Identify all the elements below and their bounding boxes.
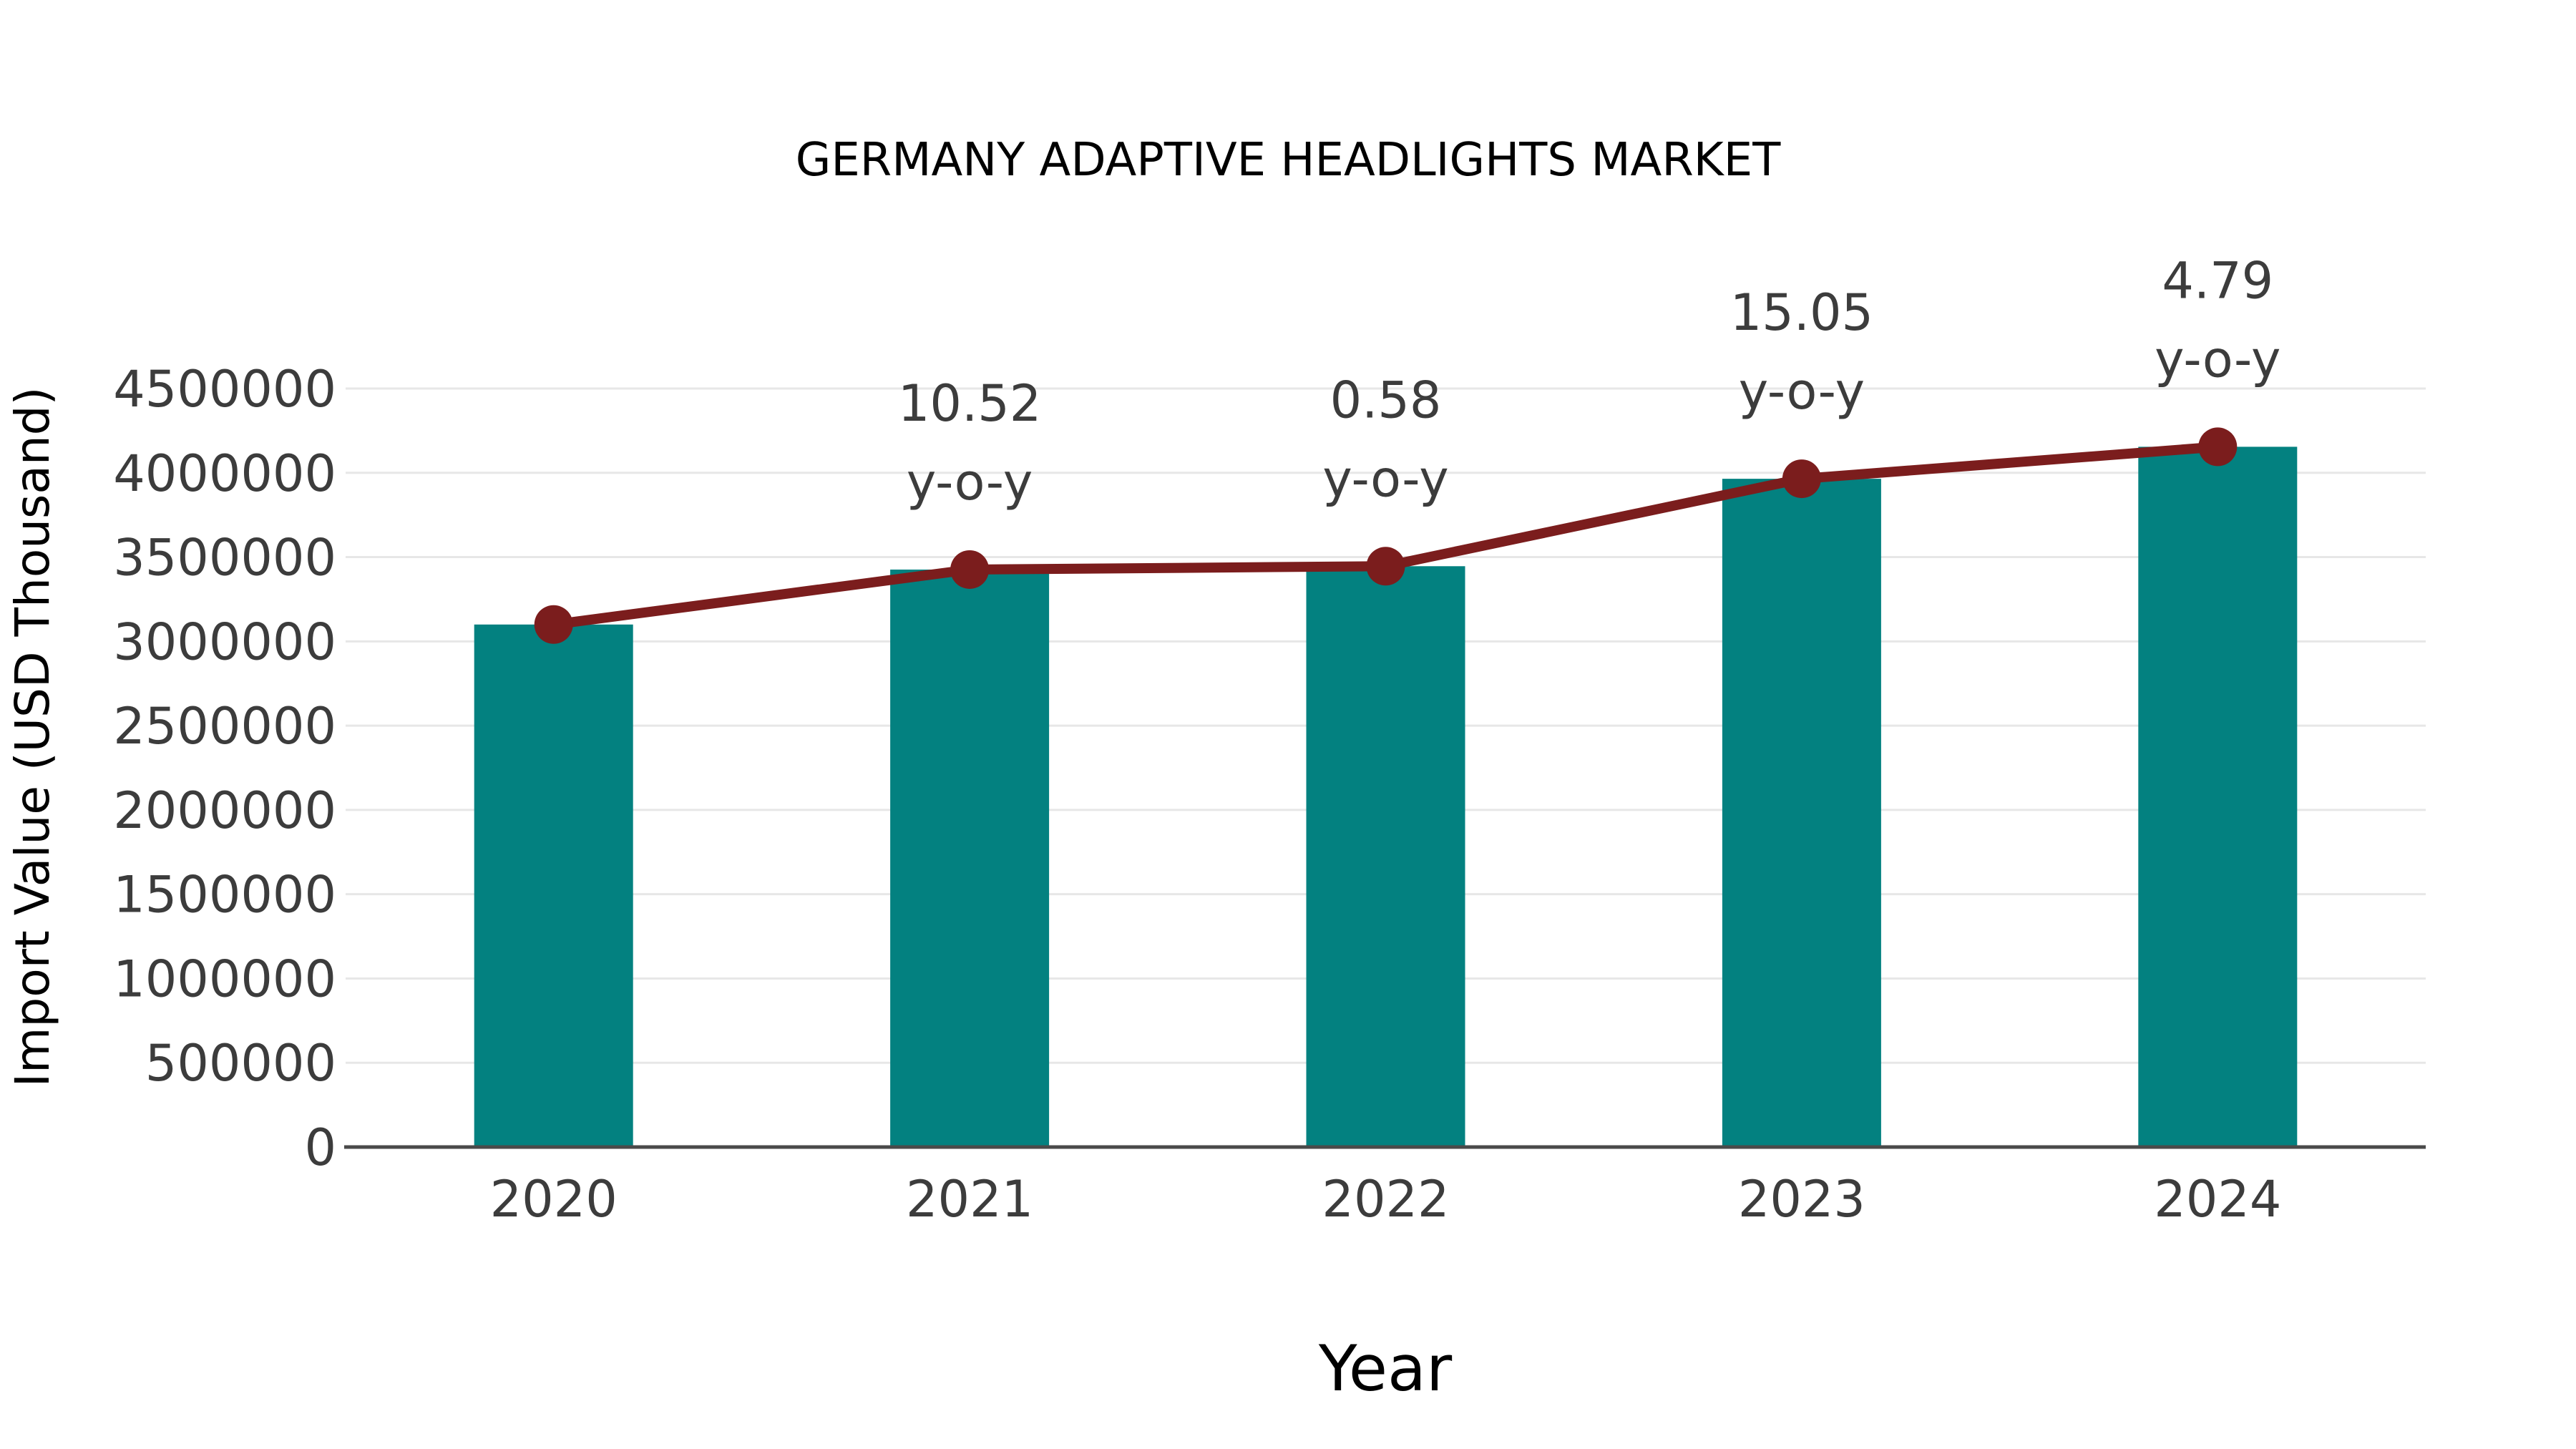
- y-tick-label: 2000000: [113, 781, 336, 840]
- annotation-label-2023: y-o-y: [1739, 362, 1865, 421]
- trend-marker-2024: [2198, 427, 2238, 467]
- y-tick-label: 500000: [145, 1034, 336, 1093]
- y-tick-label: 3000000: [113, 613, 336, 671]
- annotation-label-2024: y-o-y: [2155, 330, 2280, 389]
- x-tick-label: 2020: [490, 1170, 618, 1229]
- trend-marker-2020: [534, 605, 573, 644]
- trend-marker-2021: [950, 550, 990, 589]
- annotation-value-2021: 10.52: [898, 374, 1041, 433]
- y-tick-label: 1000000: [113, 950, 336, 1008]
- trend-marker-2022: [1366, 547, 1405, 586]
- bar-2021: [890, 569, 1050, 1147]
- y-tick-label: 2500000: [113, 697, 336, 756]
- annotation-label-2021: y-o-y: [907, 453, 1033, 512]
- bar-2020: [474, 624, 633, 1147]
- x-tick-label: 2021: [906, 1170, 1033, 1229]
- y-tick-label: 0: [304, 1118, 336, 1177]
- y-tick-label: 4500000: [113, 360, 336, 419]
- x-tick-label: 2023: [1738, 1170, 1865, 1229]
- trend-line-layer: [534, 427, 2238, 644]
- chart-title: GERMANY ADAPTIVE HEADLIGHTS MARKET: [796, 134, 1781, 187]
- trend-marker-2023: [1782, 459, 1821, 499]
- bars-layer: 2020 2021 2022 2023 2024: [474, 447, 2298, 1229]
- bar-2022: [1306, 566, 1465, 1147]
- annotation-value-2022: 0.58: [1330, 371, 1442, 429]
- bar-2024: [2138, 447, 2298, 1147]
- x-axis-title: Year: [1318, 1332, 1453, 1405]
- bar-2023: [1722, 479, 1881, 1147]
- gridlines-layer: 0 500000 1000000 1500000 2000000 2500000 30000…: [113, 360, 2426, 1177]
- annotation-label-2022: y-o-y: [1322, 449, 1448, 508]
- x-tick-label: 2024: [2154, 1170, 2281, 1229]
- annotation-value-2024: 4.79: [2162, 251, 2273, 310]
- annotation-value-2023: 15.05: [1730, 283, 1873, 342]
- y-tick-label: 1500000: [113, 866, 336, 924]
- y-tick-label: 3500000: [113, 529, 336, 587]
- y-axis-title: Import Value (USD Thousand): [5, 387, 60, 1088]
- annotations-layer: 10.52 y-o-y 0.58 y-o-y 15.05 y-o-y 4.79 y-o-y: [898, 251, 2281, 512]
- y-tick-label: 4000000: [113, 444, 336, 503]
- x-tick-label: 2022: [1322, 1170, 1449, 1229]
